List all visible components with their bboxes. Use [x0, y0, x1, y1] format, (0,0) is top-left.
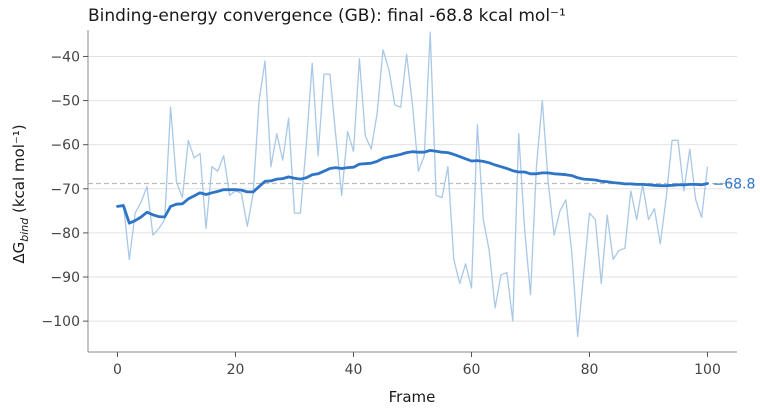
- x-tick-label: 40: [345, 362, 363, 378]
- y-tick-label: −100: [42, 314, 80, 330]
- x-tick-label: 100: [694, 362, 721, 378]
- raw-series-line: [117, 31, 709, 338]
- y-axis-label-main: ΔG: [10, 242, 28, 264]
- x-tick-label: 80: [581, 362, 599, 378]
- y-ticks: −40 −50 −60 −70 −80 −90 −100: [42, 49, 88, 330]
- axes: [87, 30, 737, 353]
- x-tick-label: 60: [463, 362, 481, 378]
- final-value-label: −68.8: [713, 177, 756, 193]
- y-tick-label: −90: [50, 270, 80, 286]
- x-ticks: 0 20 40 60 80 100: [113, 352, 721, 378]
- x-tick-label: 20: [227, 362, 245, 378]
- x-tick-label: 0: [113, 362, 122, 378]
- y-axis-label-subscript: bind: [18, 217, 31, 242]
- y-tick-label: −60: [50, 138, 80, 154]
- y-tick-label: −70: [50, 182, 80, 198]
- y-tick-label: −40: [50, 49, 80, 65]
- y-tick-label: −80: [50, 226, 80, 242]
- gridlines: [88, 55, 737, 322]
- running-average-line: [116, 148, 709, 225]
- running-average-group: [116, 148, 709, 225]
- y-axis-label: ΔGbind (kcal mol⁻¹): [10, 124, 31, 263]
- x-axis-label: Frame: [389, 388, 436, 406]
- chart-title: Binding-energy convergence (GB): final -…: [88, 6, 566, 26]
- raw-series-group: [117, 31, 709, 338]
- y-axis-label-units: (kcal mol⁻¹): [10, 124, 28, 217]
- y-tick-label: −50: [50, 94, 80, 110]
